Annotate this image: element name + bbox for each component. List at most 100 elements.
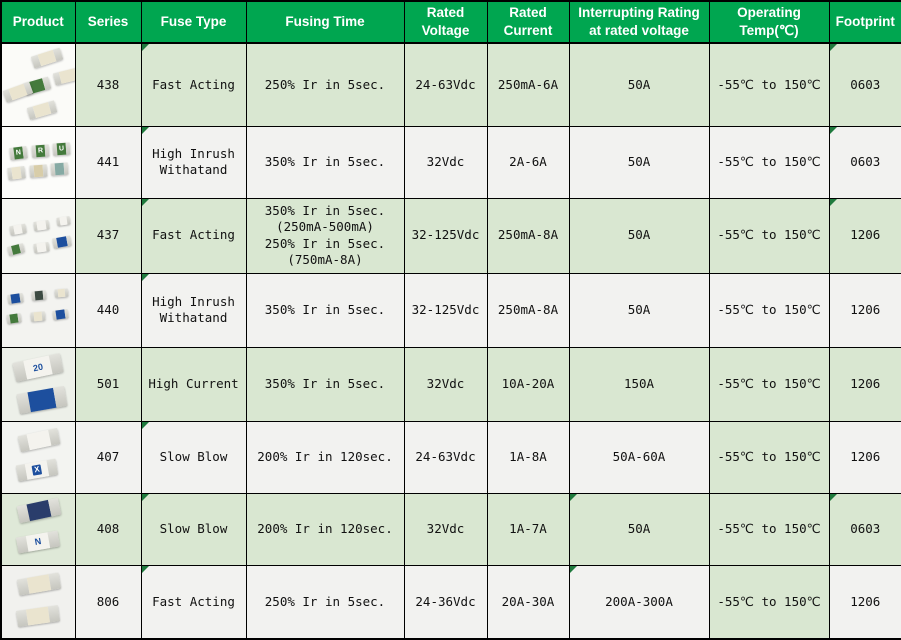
cell-text: 200% Ir in 120sec. xyxy=(257,448,393,464)
fuse-chip-image xyxy=(56,215,71,226)
cell-text: 408 xyxy=(96,520,120,536)
cell-fusing-time: 350% Ir in 5sec. xyxy=(245,346,405,422)
cell-rated-current: 250mA-8A xyxy=(486,272,570,348)
cell-fusing-time: 200% Ir in 120sec. xyxy=(245,420,405,494)
cell-fuse-type: Fast Acting xyxy=(140,197,247,274)
cell-text: High Current xyxy=(148,375,239,391)
cell-text: 441 xyxy=(96,153,120,169)
cell-text: 1206 xyxy=(850,593,881,609)
corner-flag-icon xyxy=(570,566,577,573)
cell-fuse-type: Slow Blow xyxy=(140,492,247,566)
fuse-chip-image xyxy=(7,242,25,256)
cell-fusing-time: 350% Ir in 5sec. xyxy=(245,272,405,348)
cell-text: 32Vdc xyxy=(426,375,465,391)
cell-text: -55℃ to 150℃ xyxy=(717,520,821,536)
cell-text: 24-36Vdc xyxy=(415,593,476,609)
cell-operating-temp: -55℃ to 150℃ xyxy=(708,125,830,199)
fuse-chip-image xyxy=(31,289,47,301)
cell-rated-voltage: 32Vdc xyxy=(403,492,488,566)
cell-footprint: 0603 xyxy=(828,492,901,566)
fuse-chip-image xyxy=(52,235,72,248)
cell-text: 24-63Vdc xyxy=(415,448,476,464)
cell-product xyxy=(0,197,76,274)
cell-text: 1206 xyxy=(850,301,881,317)
column-header-series: Series xyxy=(74,0,142,44)
cell-text: Slow Blow xyxy=(159,520,228,536)
cell-text: 250mA-6A xyxy=(497,76,559,92)
cell-text: 1206 xyxy=(850,227,881,243)
cell-text: 20A-30A xyxy=(501,593,555,609)
table-row: 20 501 High Current 350% Ir in 5sec. 32Vdc 10… xyxy=(0,346,901,422)
cell-footprint: 1206 xyxy=(828,346,901,422)
cell-footprint: 1206 xyxy=(828,564,901,640)
fuse-chip-image xyxy=(7,165,26,180)
cell-product xyxy=(0,42,76,127)
cell-text: -55℃ to 150℃ xyxy=(717,153,821,169)
fuse-chip-image xyxy=(50,161,69,176)
cell-text: 1206 xyxy=(850,375,881,391)
cell-text: 200A-300A xyxy=(605,593,673,609)
cell-text: 350% Ir in 5sec. xyxy=(264,153,386,169)
smd-fuse-pair-plain-photo xyxy=(2,566,74,638)
cell-text: -55℃ to 150℃ xyxy=(717,301,821,317)
cell-product xyxy=(0,564,76,640)
cell-text: 50A xyxy=(627,76,651,92)
chip-marking-text: N xyxy=(15,148,22,157)
fuse-chip-image: X xyxy=(15,458,59,481)
cell-rated-voltage: 24-63Vdc xyxy=(403,42,488,127)
table-row: 440 High Inrush Withatand 350% Ir in 5sec.… xyxy=(0,272,901,348)
cell-text: 250mA-8A xyxy=(497,301,559,317)
cell-operating-temp: -55℃ to 150℃ xyxy=(708,42,830,127)
cell-text: 1A-8A xyxy=(509,448,547,464)
cell-text: 1A-7A xyxy=(509,520,547,536)
cell-text: Slow Blow xyxy=(159,448,228,464)
cell-text: 250mA-8A xyxy=(497,227,559,243)
fuse-chip-image xyxy=(16,571,62,596)
fuse-chip-image: N xyxy=(9,145,28,160)
cell-series: 407 xyxy=(74,420,142,494)
cell-series: 438 xyxy=(74,42,142,127)
smd-fuse-cluster-photo xyxy=(2,44,74,125)
cell-operating-temp: -55℃ to 150℃ xyxy=(708,492,830,566)
column-header-rated-voltage: Rated Voltage xyxy=(403,0,488,44)
fuse-chip-image xyxy=(16,604,60,627)
cell-text: 50A xyxy=(627,301,651,317)
cell-operating-temp: -55℃ to 150℃ xyxy=(708,272,830,348)
cell-series: 437 xyxy=(74,197,142,274)
cell-text: 200% Ir in 120sec. xyxy=(257,520,393,536)
cell-text: High Inrush Withatand xyxy=(152,293,235,326)
table-row: 438 Fast Acting 250% Ir in 5sec. 24-63Vdc 25… xyxy=(0,42,901,127)
cell-interrupting: 50A xyxy=(568,492,710,566)
fuse-chip-image xyxy=(6,312,22,324)
cell-text: 150A xyxy=(623,375,655,391)
column-header-rated-current: Rated Current xyxy=(486,0,570,44)
cell-text: 10A-20A xyxy=(501,375,555,391)
cell-fuse-type: Slow Blow xyxy=(140,420,247,494)
cell-text: 1206 xyxy=(850,448,881,464)
fuse-chip-image xyxy=(9,223,27,235)
corner-flag-icon xyxy=(570,494,577,501)
column-header-fusing-time: Fusing Time xyxy=(245,0,405,44)
smd-fuse-pair-photo: X xyxy=(2,422,74,492)
cell-text: 50A xyxy=(627,153,651,169)
chip-marking-text: 20 xyxy=(31,360,44,373)
cell-text: 50A xyxy=(627,227,651,243)
cell-rated-voltage: 24-36Vdc xyxy=(403,564,488,640)
cell-interrupting: 50A xyxy=(568,42,710,127)
cell-interrupting: 50A xyxy=(568,272,710,348)
cell-series: 806 xyxy=(74,564,142,640)
corner-flag-icon xyxy=(142,274,149,281)
corner-flag-icon xyxy=(142,44,149,51)
corner-flag-icon xyxy=(142,566,149,573)
cell-rated-voltage: 32Vdc xyxy=(403,346,488,422)
cell-fuse-type: High Inrush Withatand xyxy=(140,272,247,348)
column-header-product: Product xyxy=(0,0,76,44)
fuse-chip-image xyxy=(33,219,50,231)
cell-text: Fast Acting xyxy=(152,76,235,92)
cell-text: 50A-60A xyxy=(612,448,666,464)
fuse-chip-image xyxy=(52,308,69,320)
smd-fuse-scatter-small-photo xyxy=(2,274,74,346)
